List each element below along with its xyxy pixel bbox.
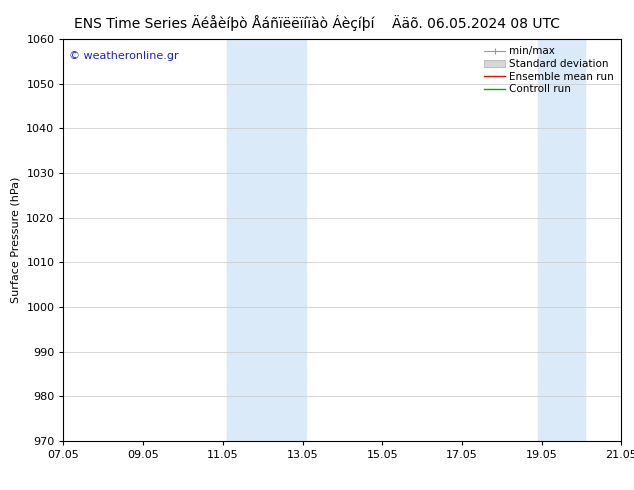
Text: © weatheronline.gr: © weatheronline.gr (69, 51, 179, 61)
Y-axis label: Surface Pressure (hPa): Surface Pressure (hPa) (11, 177, 21, 303)
Bar (538, 39, 585, 441)
Bar (227, 39, 306, 441)
Legend: min/max, Standard deviation, Ensemble mean run, Controll run: min/max, Standard deviation, Ensemble me… (482, 45, 616, 97)
Text: ENS Time Series Äéåèíþò Åáñïëëïíïàò Áèçíþí    Ääõ. 06.05.2024 08 UTC: ENS Time Series Äéåèíþò Åáñïëëïíïàò Áèçí… (74, 15, 560, 31)
